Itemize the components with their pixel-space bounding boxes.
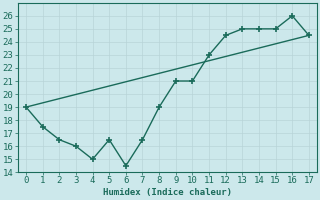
X-axis label: Humidex (Indice chaleur): Humidex (Indice chaleur) bbox=[103, 188, 232, 197]
